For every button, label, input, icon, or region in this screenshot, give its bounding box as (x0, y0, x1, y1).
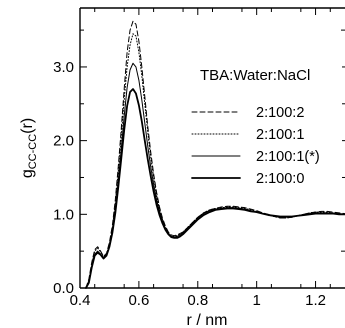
x-tick-label: 0.8 (187, 292, 208, 309)
y-tick-label: 3.0 (53, 59, 74, 76)
x-tick-label: 1 (252, 292, 260, 309)
y-tick-label: 0.0 (53, 280, 74, 297)
series-line-2 (85, 33, 345, 289)
x-tick-label: 0.4 (70, 292, 91, 309)
legend-item-label: 2:100:1 (256, 127, 304, 143)
y-axis-label-sub: CC-CC (27, 134, 39, 169)
axis-ticks: 0.4 0.6 0.8 1 1.2 0.0 1.0 2.0 3.0 (53, 8, 345, 309)
y-tick-label: 1.0 (53, 206, 74, 223)
legend-item-label: 2:100:0 (256, 171, 304, 187)
x-axis-label: r / nm (187, 312, 228, 328)
series-layer (84, 20, 345, 289)
legend-item-label: 2:100:1(*) (256, 149, 320, 165)
legend-title: TBA:Water:NaCl (200, 67, 310, 84)
legend: TBA:Water:NaCl 2:100:2 2:100:1 2:100:1(*) 2… (190, 58, 342, 187)
y-axis-label-suffix: (r) (19, 118, 36, 134)
x-tick-label: 0.6 (128, 292, 149, 309)
legend-background (190, 58, 342, 186)
series-line-4 (84, 88, 345, 289)
x-tick-label: 1.2 (305, 292, 326, 309)
y-tick-label: 2.0 (53, 133, 74, 150)
y-axis-label: gCC-CC(r) (19, 118, 39, 178)
legend-item-label: 2:100:2 (256, 105, 304, 121)
y-axis-label-main: g (19, 169, 36, 178)
